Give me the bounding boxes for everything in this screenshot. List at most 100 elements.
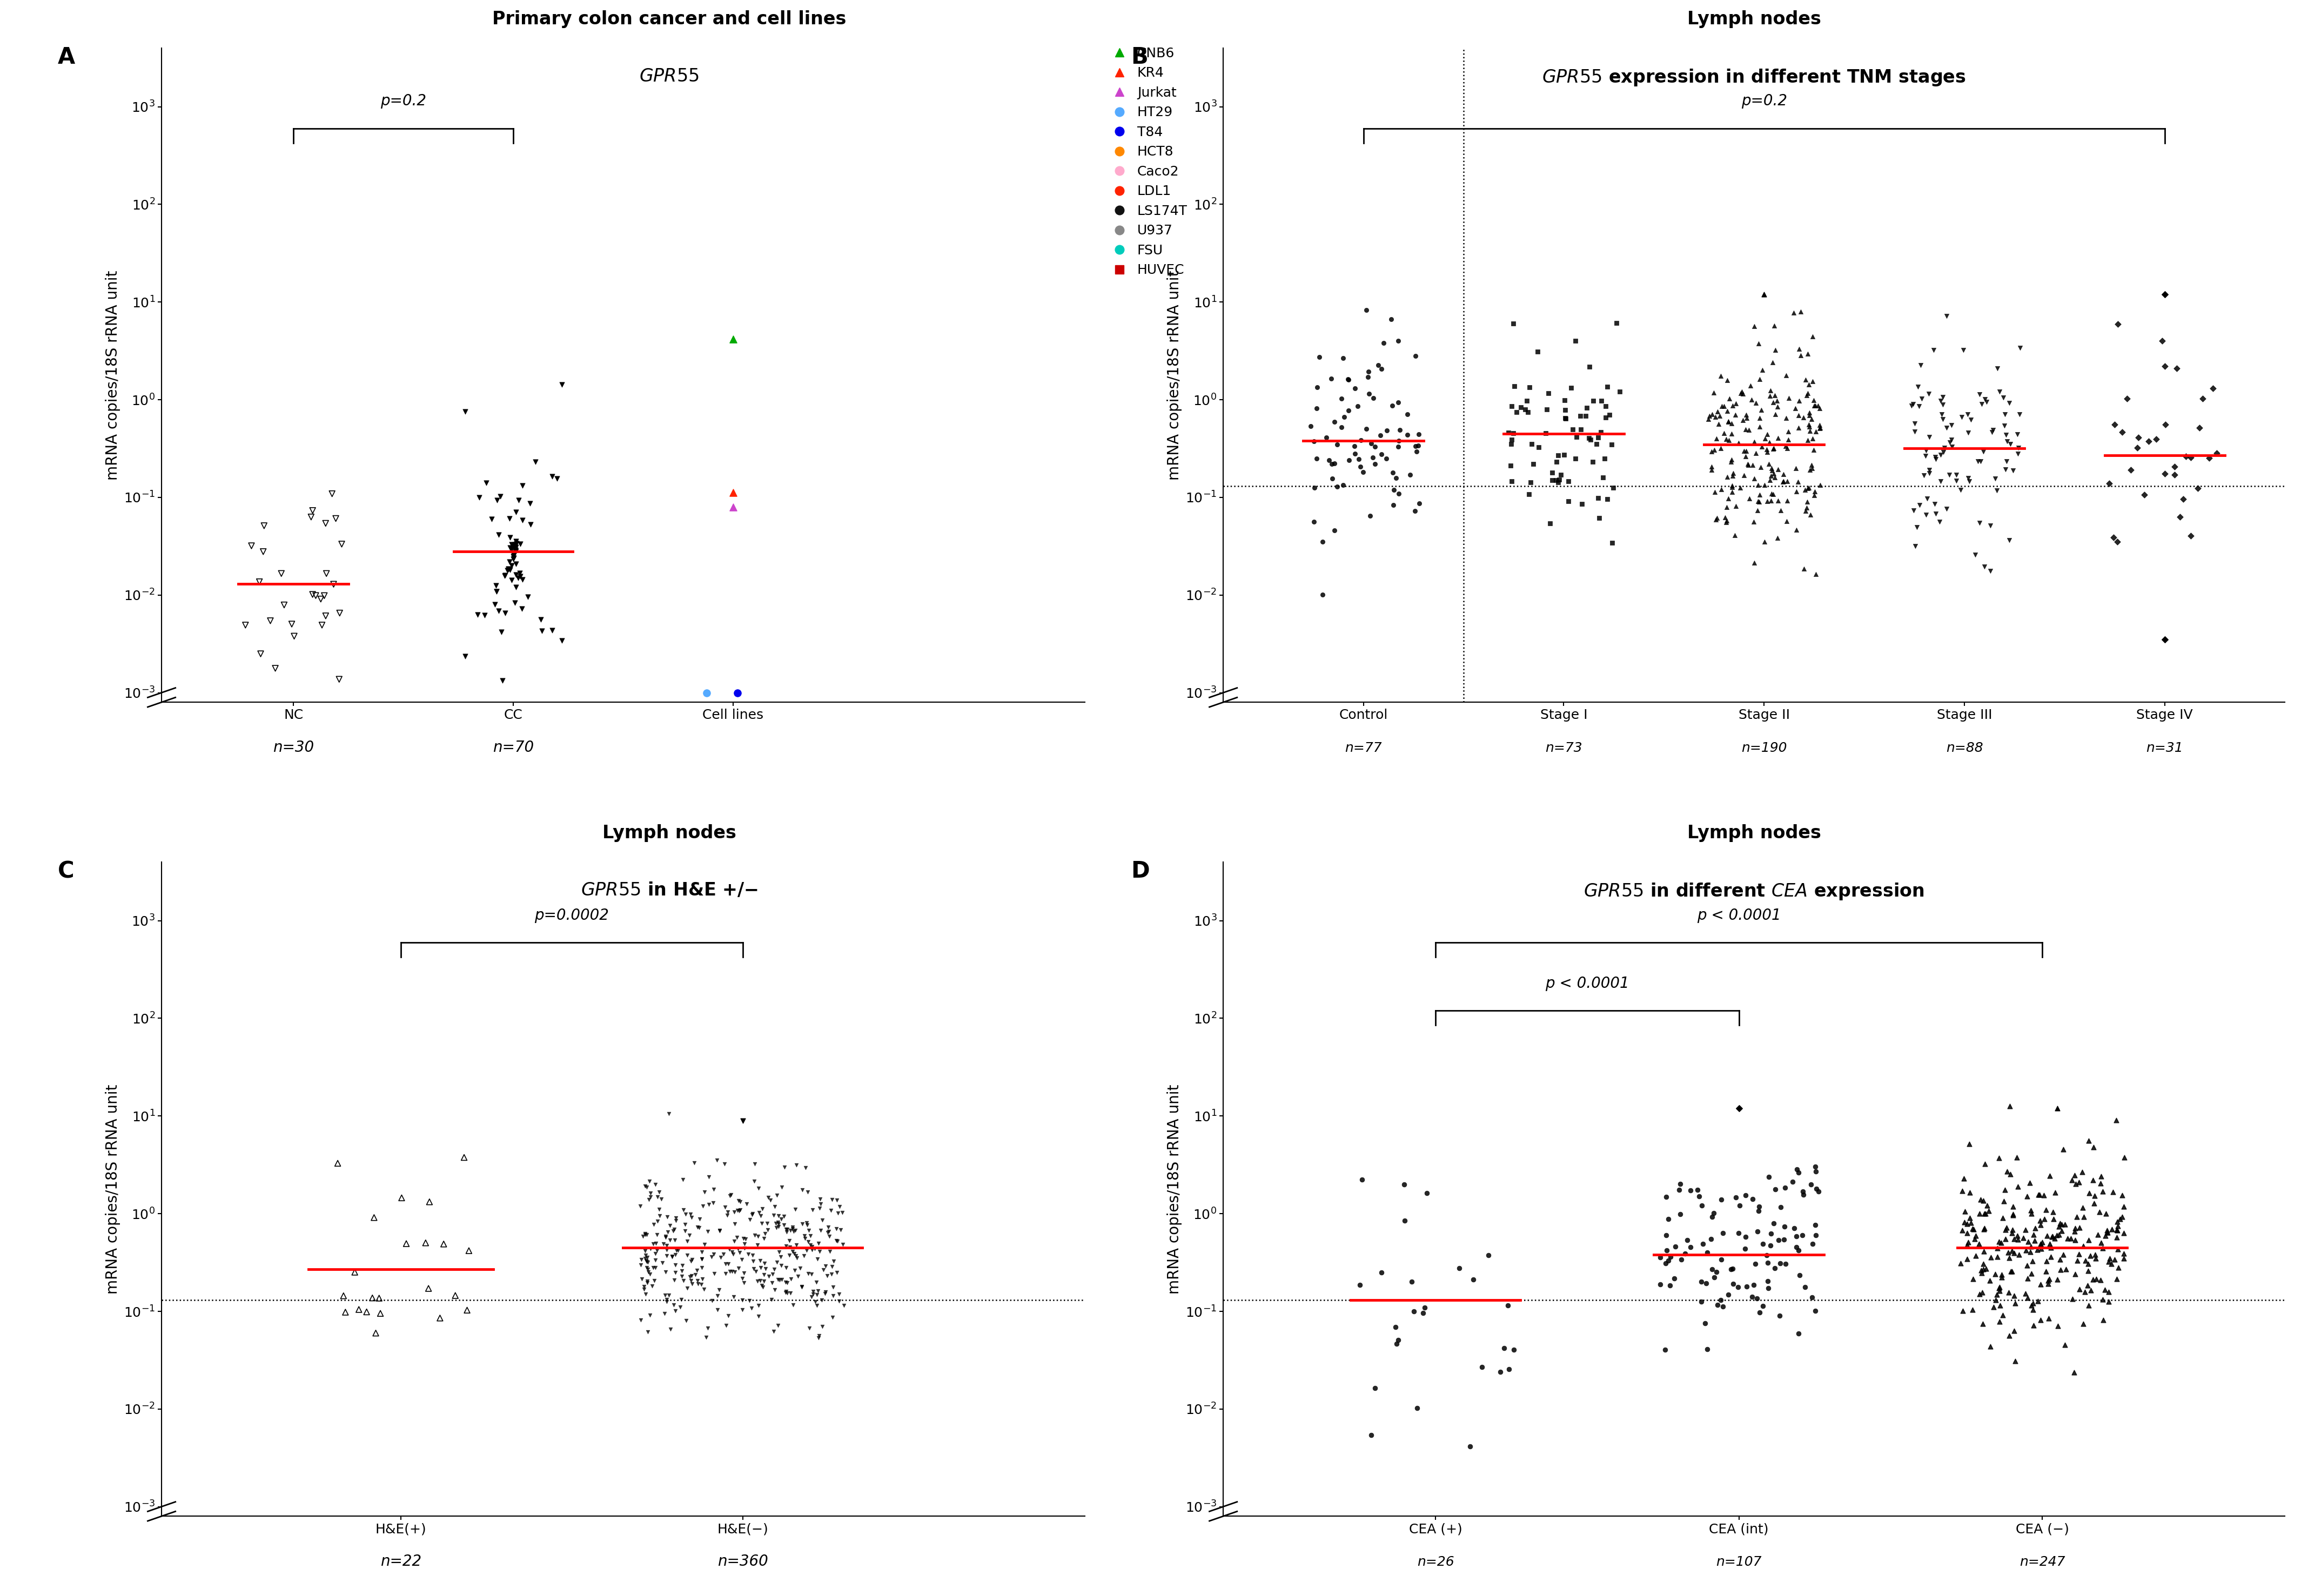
Point — [1777, 1234, 1814, 1259]
Text: C: C — [58, 860, 74, 883]
Point — [759, 1267, 796, 1293]
Point — [817, 1216, 854, 1242]
Point — [695, 1288, 732, 1314]
Point — [725, 1288, 762, 1314]
Point — [1496, 373, 1533, 399]
Point — [1380, 428, 1417, 453]
Point — [1978, 356, 2015, 381]
Point — [1313, 452, 1350, 477]
Point — [771, 1280, 808, 1306]
Point — [715, 327, 752, 353]
Point — [1999, 1223, 2036, 1248]
Point — [1696, 479, 1733, 504]
Point — [2073, 1278, 2110, 1304]
Point — [741, 1175, 778, 1200]
Point — [1348, 297, 1385, 322]
Point — [1999, 1175, 2036, 1200]
Point — [2119, 434, 2156, 460]
Point — [494, 546, 531, 571]
Point — [757, 1194, 794, 1219]
Point — [1976, 417, 2013, 442]
Point — [1946, 1167, 1983, 1192]
Point — [655, 1293, 692, 1318]
Point — [1789, 342, 1826, 367]
Point — [778, 1152, 815, 1178]
Point — [487, 563, 524, 589]
Point — [2001, 1242, 2038, 1267]
Point — [732, 1288, 769, 1314]
Text: n=88: n=88 — [1946, 741, 1983, 755]
Point — [2156, 739, 2193, 764]
Point — [2017, 1215, 2054, 1240]
Point — [2047, 1256, 2084, 1282]
Point — [635, 1211, 672, 1237]
Point — [1770, 426, 1807, 452]
Point — [1729, 1274, 1766, 1299]
Point — [741, 1553, 778, 1578]
Point — [305, 613, 342, 638]
Point — [623, 1246, 660, 1272]
Point — [302, 586, 339, 611]
Point — [1719, 1095, 1756, 1120]
Point — [711, 1302, 748, 1328]
Text: n=73: n=73 — [1546, 741, 1583, 755]
Point — [2098, 1266, 2135, 1291]
Point — [625, 1173, 662, 1199]
Point — [775, 1258, 812, 1283]
Point — [2020, 1183, 2056, 1208]
Point — [628, 1269, 665, 1294]
Point — [2038, 1223, 2075, 1248]
Point — [2160, 504, 2197, 530]
Point — [810, 1219, 847, 1245]
Point — [2086, 1223, 2123, 1248]
Point — [630, 1245, 667, 1270]
Point — [2075, 1183, 2112, 1208]
Point — [1535, 460, 1572, 485]
Point — [1717, 493, 1754, 519]
Point — [1646, 1337, 1683, 1363]
Point — [2103, 1183, 2140, 1208]
Point — [499, 500, 535, 525]
Point — [727, 1191, 764, 1216]
Point — [771, 1234, 808, 1259]
Point — [1989, 1240, 2026, 1266]
Point — [1341, 453, 1378, 479]
Point — [658, 1242, 695, 1267]
Point — [1736, 1251, 1773, 1277]
Point — [1798, 562, 1835, 587]
Point — [2146, 412, 2183, 437]
Point — [1722, 1192, 1759, 1218]
Point — [819, 1282, 856, 1307]
Text: B: B — [1131, 46, 1147, 69]
Point — [706, 1194, 743, 1219]
Point — [1533, 511, 1569, 536]
Point — [715, 1229, 752, 1254]
Point — [411, 1275, 448, 1301]
Point — [2024, 1183, 2061, 1208]
Point — [628, 1175, 665, 1200]
Point — [1336, 375, 1373, 401]
Text: p < 0.0001: p < 0.0001 — [1696, 908, 1782, 922]
Point — [1729, 452, 1766, 477]
Point — [1978, 1245, 2015, 1270]
Point — [1373, 393, 1410, 418]
Point — [1369, 445, 1406, 471]
Text: $\mathit{GPR55}$: $\mathit{GPR55}$ — [639, 67, 699, 85]
Point — [1569, 425, 1606, 450]
Point — [1399, 1395, 1436, 1420]
Point — [1558, 445, 1595, 471]
Point — [2098, 1108, 2135, 1133]
Point — [533, 464, 570, 490]
Point — [759, 1210, 796, 1235]
Point — [1687, 1310, 1724, 1336]
Point — [1768, 488, 1805, 514]
Point — [2063, 1195, 2100, 1221]
Point — [628, 1254, 665, 1280]
Point — [1355, 444, 1392, 469]
Point — [1350, 381, 1387, 407]
Point — [743, 1254, 780, 1280]
Point — [2077, 1242, 2114, 1267]
Point — [785, 1243, 822, 1269]
Point — [1703, 1246, 1740, 1272]
Point — [1964, 1216, 2001, 1242]
